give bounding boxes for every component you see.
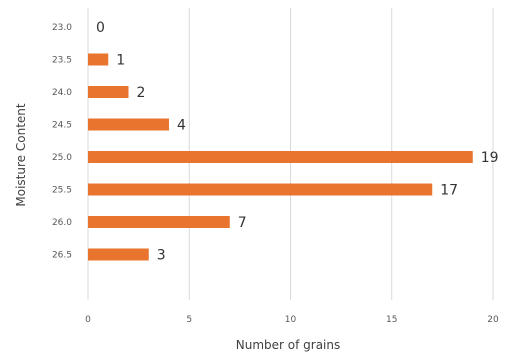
x-tick-labels: 0 5 10 15 20 bbox=[85, 315, 499, 325]
bar-25.5 bbox=[88, 183, 433, 196]
x-axis-title: Number of grains bbox=[236, 338, 341, 352]
bars bbox=[88, 53, 473, 261]
y-tick-labels: 23.0 23.5 24.0 24.5 25.0 25.5 26.0 26.5 bbox=[52, 23, 72, 261]
x-tick-label: 15 bbox=[386, 315, 397, 325]
x-tick-label: 5 bbox=[186, 315, 192, 325]
data-labels: 0 12 4 19 17 7 3 bbox=[96, 20, 499, 264]
y-tick-label: 26.0 bbox=[52, 218, 72, 228]
y-tick-label: 26.5 bbox=[52, 251, 72, 261]
bar-26.5 bbox=[88, 248, 149, 261]
y-tick-label: 25.0 bbox=[52, 153, 72, 163]
y-tick-label: 23.0 bbox=[52, 23, 72, 33]
bar-25.0 bbox=[88, 151, 473, 163]
data-label: 4 bbox=[177, 118, 186, 134]
data-label: 2 bbox=[137, 85, 146, 101]
y-tick-label: 24.0 bbox=[52, 88, 72, 98]
data-label: 1 bbox=[116, 53, 125, 69]
y-axis-title: Moisture Content bbox=[14, 103, 28, 206]
x-tick-label: 10 bbox=[285, 315, 297, 325]
data-label: 0 bbox=[96, 20, 105, 36]
x-tick-label: 20 bbox=[487, 315, 499, 325]
x-tick-label: 0 bbox=[85, 315, 91, 325]
y-tick-label: 23.5 bbox=[52, 56, 72, 66]
y-tick-label: 25.5 bbox=[52, 186, 72, 196]
data-label: 7 bbox=[238, 215, 247, 231]
data-label: 3 bbox=[157, 248, 166, 264]
data-label: 19 bbox=[481, 150, 499, 166]
y-tick-label: 24.5 bbox=[52, 121, 72, 131]
bar-26.0 bbox=[88, 216, 230, 228]
data-label: 17 bbox=[440, 183, 458, 199]
bar-24.0 bbox=[88, 86, 129, 98]
bar-23.5 bbox=[88, 53, 109, 66]
bar-24.5 bbox=[88, 118, 169, 131]
